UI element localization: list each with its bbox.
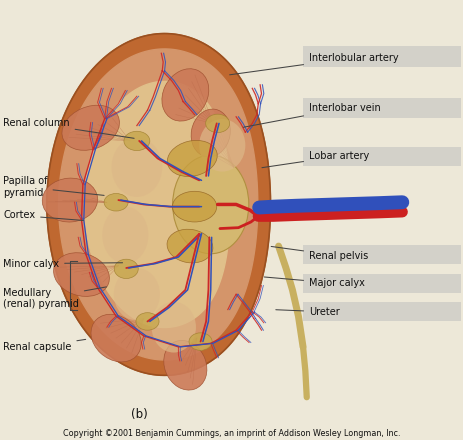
FancyBboxPatch shape [303, 245, 461, 264]
Ellipse shape [167, 229, 213, 263]
Text: Interlobar vein: Interlobar vein [244, 103, 381, 127]
Polygon shape [47, 33, 270, 375]
Text: Ureter: Ureter [276, 307, 340, 317]
Text: Renal pelvis: Renal pelvis [271, 246, 368, 261]
Ellipse shape [136, 313, 159, 330]
Text: Copyright ©2001 Benjamin Cummings, an imprint of Addison Wesley Longman, Inc.: Copyright ©2001 Benjamin Cummings, an im… [63, 429, 400, 438]
FancyBboxPatch shape [303, 46, 461, 67]
Text: Interlobular artery: Interlobular artery [230, 53, 399, 75]
Ellipse shape [152, 302, 196, 352]
Ellipse shape [114, 259, 138, 279]
Text: Papilla of
pyramid: Papilla of pyramid [3, 176, 104, 198]
Ellipse shape [189, 333, 212, 350]
Ellipse shape [206, 114, 230, 132]
Ellipse shape [167, 140, 217, 176]
Ellipse shape [104, 194, 128, 211]
Ellipse shape [54, 253, 109, 297]
Ellipse shape [112, 137, 162, 197]
Polygon shape [59, 49, 258, 360]
Ellipse shape [102, 207, 149, 264]
Text: Renal column: Renal column [3, 118, 134, 138]
Ellipse shape [164, 341, 207, 390]
Ellipse shape [191, 109, 230, 157]
Ellipse shape [91, 314, 141, 362]
FancyBboxPatch shape [303, 147, 461, 166]
Ellipse shape [162, 69, 209, 121]
Text: Minor calyx: Minor calyx [3, 259, 123, 268]
Ellipse shape [172, 191, 217, 222]
Ellipse shape [173, 155, 249, 254]
Ellipse shape [62, 105, 119, 150]
Text: Major calyx: Major calyx [264, 277, 365, 288]
Text: (b): (b) [131, 408, 148, 421]
Text: Lobar artery: Lobar artery [262, 151, 369, 168]
Ellipse shape [199, 119, 245, 172]
FancyBboxPatch shape [303, 274, 461, 293]
Ellipse shape [42, 178, 98, 222]
FancyBboxPatch shape [303, 302, 461, 322]
Text: Medullary
(renal) pyramid: Medullary (renal) pyramid [3, 287, 106, 309]
Ellipse shape [124, 131, 150, 150]
Polygon shape [85, 81, 230, 327]
FancyBboxPatch shape [303, 99, 461, 117]
Text: Renal capsule: Renal capsule [3, 339, 86, 352]
Text: Cortex: Cortex [3, 210, 83, 220]
Ellipse shape [114, 268, 160, 321]
